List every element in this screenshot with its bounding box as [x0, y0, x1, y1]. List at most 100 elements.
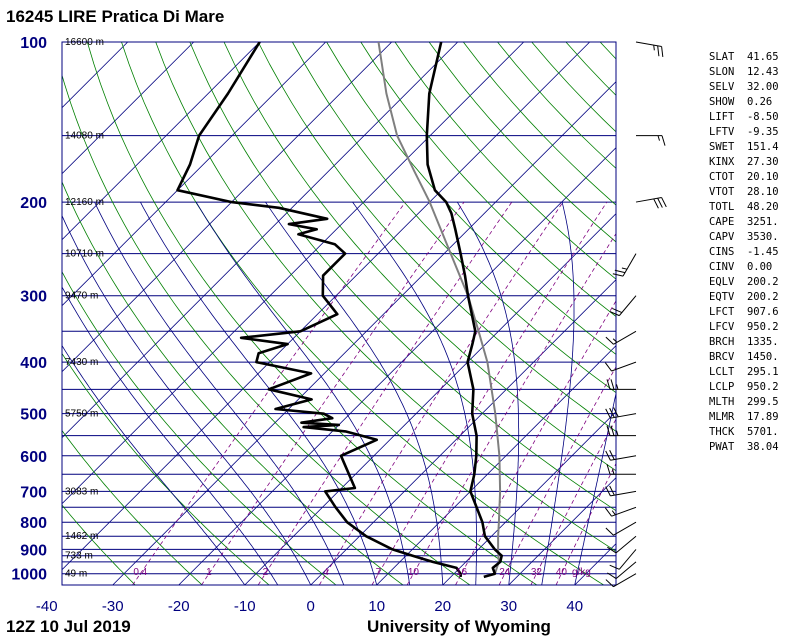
- isotherm-line: [310, 279, 616, 585]
- isotherm-line: [62, 42, 525, 505]
- wind-barb: [605, 330, 637, 345]
- index-key: EQTV: [709, 291, 741, 303]
- index-value: 200.2: [746, 276, 779, 288]
- wind-barb: [635, 41, 664, 57]
- index-key: SELV: [709, 81, 741, 93]
- wind-barb-full: [606, 425, 611, 436]
- index-key: CAPE: [709, 216, 741, 228]
- moist-adiabat-line: [574, 391, 616, 585]
- index-value: 200.2: [746, 291, 779, 303]
- temperature-tick-label: -10: [234, 598, 256, 615]
- moist-adiabat-line: [62, 344, 246, 585]
- index-value: 3530.: [746, 231, 779, 243]
- wind-barb-full: [605, 450, 611, 461]
- diagram-grid: [62, 42, 616, 585]
- index-key: LFTV: [709, 126, 741, 138]
- wind-barb: [607, 535, 637, 554]
- pressure-label: 500: [20, 407, 47, 424]
- wind-barb-full: [607, 546, 617, 554]
- wind-barb-full: [609, 311, 620, 317]
- wind-barb: [636, 135, 666, 146]
- index-row: BRCV 1450.: [709, 350, 779, 365]
- height-label: 5750 m: [65, 409, 98, 420]
- wind-barb-full: [605, 408, 611, 419]
- wind-barb-full: [653, 198, 659, 209]
- wind-barb-staff: [618, 295, 637, 316]
- isotherm-line: [112, 81, 616, 585]
- index-row: SLAT 41.65: [709, 50, 779, 65]
- index-value: 27.30: [746, 156, 779, 168]
- index-key: SLAT: [709, 51, 741, 63]
- stability-indices: SLAT 41.65 SLON 12.43 SELV 32.00 SHOW 0.26 L…: [709, 50, 779, 455]
- index-row: MLMR 17.89: [709, 410, 779, 425]
- isotherm-line: [178, 147, 616, 585]
- mixing-ratio-line: [318, 201, 564, 585]
- wind-barb: [604, 361, 637, 372]
- isotherm-line: [62, 42, 591, 571]
- index-value: 907.6: [746, 306, 779, 318]
- isotherm-line: [62, 42, 261, 241]
- wind-barb: [605, 573, 637, 588]
- wind-barb-staff: [610, 413, 637, 419]
- index-key: LCLP: [709, 381, 741, 393]
- index-row: LFCV 950.2: [709, 320, 779, 335]
- index-row: LFCT 907.6: [709, 305, 779, 320]
- wind-barb-full: [661, 46, 664, 57]
- mixing-ratio-label: 1: [206, 567, 212, 578]
- temperature-tick-label: -30: [102, 598, 124, 615]
- index-row: CAPE 3251.: [709, 215, 779, 230]
- index-value: 12.43: [746, 66, 779, 78]
- index-key: CAPV: [709, 231, 741, 243]
- dry-adiabat-line: [62, 429, 203, 585]
- isotherm-line: [376, 345, 616, 585]
- wind-barb-full: [607, 572, 617, 580]
- index-row: BRCH 1335.: [709, 335, 779, 350]
- wind-barbs: [604, 41, 667, 588]
- mixing-ratio-label: 7: [376, 567, 382, 578]
- index-key: MLMR: [709, 411, 741, 423]
- isotherm-line: [62, 42, 393, 373]
- wind-barb-half: [653, 45, 655, 51]
- index-row: EQLV 200.2: [709, 275, 779, 290]
- mixing-ratio-label: 2: [263, 567, 269, 578]
- wind-barb-full: [605, 336, 614, 345]
- moist-adiabat-line: [140, 201, 378, 585]
- wind-barb-half: [612, 338, 618, 343]
- index-value: 20.10: [746, 171, 779, 183]
- index-value: 0.00: [746, 261, 773, 273]
- mixing-ratio-line: [406, 232, 616, 585]
- wind-barb: [604, 506, 637, 517]
- mixing-ratio-label: g/kg: [572, 567, 591, 578]
- index-value: 28.10: [746, 186, 779, 198]
- wind-barb-staff: [615, 561, 637, 579]
- height-label: 16600 m: [65, 37, 104, 48]
- dry-adiabat-line: [121, 42, 604, 585]
- mixing-ratio-label: 10: [408, 567, 420, 578]
- moist-adiabat-line: [62, 214, 312, 585]
- wind-barb-full: [609, 485, 615, 496]
- chart-title: 16245 LIRE Pratica Di Mare: [6, 7, 224, 26]
- footer-source: University of Wyoming: [367, 617, 551, 636]
- wind-barb-staff: [613, 573, 637, 588]
- dry-adiabat-line: [394, 42, 616, 280]
- wind-barb-full: [609, 564, 620, 570]
- wind-barb-staff: [611, 506, 637, 517]
- isotherm-line: [62, 42, 195, 175]
- wind-barb: [607, 561, 637, 580]
- wind-barb-full: [605, 527, 614, 536]
- wind-barb-half: [657, 135, 660, 141]
- wind-barb: [609, 549, 637, 570]
- plot-frame: [61, 41, 617, 586]
- pressure-label: 900: [20, 542, 47, 559]
- height-label: 733 m: [65, 551, 93, 562]
- index-key: PWAT: [709, 441, 741, 453]
- wind-barb-half: [611, 510, 616, 516]
- index-value: 3251.: [746, 216, 779, 228]
- dry-adiabat-line: [62, 180, 404, 585]
- index-value: 0.26: [746, 96, 773, 108]
- wind-barb-full: [606, 379, 611, 390]
- wind-barb: [635, 197, 667, 209]
- mixing-ratio-line: [201, 201, 465, 585]
- pressure-label: 400: [20, 355, 47, 372]
- sounding-profiles: [176, 42, 504, 579]
